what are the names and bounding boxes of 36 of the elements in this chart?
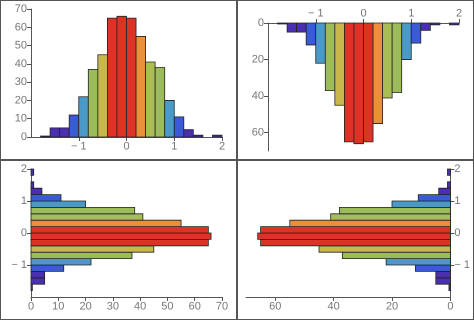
y-tick-label: 1: [20, 195, 27, 207]
y-tick-label: 0: [20, 131, 27, 143]
y-tick-label: 60: [252, 126, 264, 139]
x-tick-label: 0: [360, 8, 367, 20]
x-tick-label: 1: [171, 140, 178, 152]
y-tick-label: 40: [14, 58, 27, 70]
x-tick-label: 60: [188, 300, 201, 312]
x-tick-label: − 1: [308, 8, 324, 20]
x-tick-label: − 1: [70, 140, 87, 152]
x-tick-label: 20: [386, 300, 398, 312]
y-tick-label: 50: [14, 40, 27, 52]
x-tick-label: 1: [408, 8, 414, 20]
x-tick-label: 2: [218, 140, 226, 152]
y-tick-label: 20: [14, 94, 27, 106]
x-tick-label: 70: [216, 300, 228, 312]
y-tick-label: 1: [454, 195, 461, 207]
y-tick-label: 40: [252, 90, 264, 102]
x-tick-label: 10: [52, 300, 64, 312]
y-tick-label: 30: [14, 76, 27, 88]
y-tick-label: − 1: [11, 259, 27, 271]
x-tick-label: 40: [327, 300, 340, 312]
y-tick-label: 2: [454, 163, 461, 175]
x-tick-label: 0: [123, 140, 130, 152]
y-tick-label: 0: [20, 227, 27, 239]
y-tick-label: 10: [14, 112, 27, 125]
x-tick-label: 30: [106, 300, 119, 312]
y-tick-label: 0: [258, 17, 264, 29]
y-tick-label: 60: [14, 21, 27, 34]
y-tick-label: − 1: [454, 259, 470, 271]
y-tick-label: 20: [252, 54, 264, 66]
x-tick-label: 20: [79, 300, 92, 312]
y-tick-label: 0: [454, 227, 461, 239]
x-tick-label: 50: [161, 300, 174, 312]
x-tick-label: 40: [134, 300, 146, 312]
y-tick-label: 2: [20, 163, 27, 175]
x-tick-label: 60: [269, 300, 282, 312]
